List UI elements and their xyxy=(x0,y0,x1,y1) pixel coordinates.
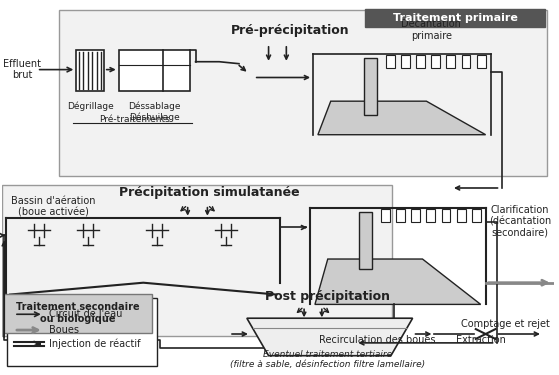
Bar xyxy=(457,209,466,222)
Bar xyxy=(365,9,545,27)
Text: Boues: Boues xyxy=(49,325,79,335)
Bar xyxy=(4,294,152,333)
Text: Décantation
primaire: Décantation primaire xyxy=(401,20,461,41)
Bar xyxy=(59,10,547,176)
Bar xyxy=(76,50,104,91)
Bar xyxy=(364,58,377,115)
Bar xyxy=(411,209,420,222)
Bar xyxy=(427,209,435,222)
Text: Dégrillage: Dégrillage xyxy=(67,101,113,111)
Text: Effluent
brut: Effluent brut xyxy=(3,59,41,80)
Bar xyxy=(416,55,425,68)
Bar xyxy=(119,50,190,91)
Text: Clarification
(décantation
secondaire): Clarification (décantation secondaire) xyxy=(489,205,551,238)
Bar xyxy=(386,55,395,68)
Text: Recirculation des boues: Recirculation des boues xyxy=(319,335,435,345)
Bar xyxy=(401,55,410,68)
Bar xyxy=(359,211,372,269)
Text: Pré-précipitation: Pré-précipitation xyxy=(231,24,349,37)
Bar xyxy=(447,55,456,68)
Bar xyxy=(432,55,440,68)
Bar xyxy=(7,298,157,366)
Text: Extraction: Extraction xyxy=(456,335,506,345)
Bar xyxy=(442,209,451,222)
Bar xyxy=(396,209,405,222)
Bar xyxy=(381,209,390,222)
Bar xyxy=(477,55,486,68)
Text: Post précipitation: Post précipitation xyxy=(266,290,390,303)
Text: Traitement secondaire
ou biologique: Traitement secondaire ou biologique xyxy=(16,303,140,324)
Text: Pré-traitements: Pré-traitements xyxy=(99,115,170,124)
Polygon shape xyxy=(247,318,413,356)
Text: Circuit de l'eau: Circuit de l'eau xyxy=(49,309,122,319)
Polygon shape xyxy=(318,101,486,135)
Text: Précipitation simulatanée: Précipitation simulatanée xyxy=(119,186,300,200)
Text: Bassin d'aération
(boue activée): Bassin d'aération (boue activée) xyxy=(11,196,96,217)
Bar xyxy=(462,55,471,68)
Bar xyxy=(472,209,481,222)
Text: Injection de réactif: Injection de réactif xyxy=(49,339,140,349)
Bar xyxy=(2,185,392,336)
Text: Eventuel traitement tertiaire
(filtre à sable, désinfection filtre lamellaire): Eventuel traitement tertiaire (filtre à … xyxy=(230,350,425,369)
Text: Déssablage
Déshuilage: Déssablage Déshuilage xyxy=(128,101,181,122)
Text: Traitement primaire: Traitement primaire xyxy=(392,13,518,23)
Text: Comptage et rejet: Comptage et rejet xyxy=(461,319,550,329)
Polygon shape xyxy=(315,259,481,305)
